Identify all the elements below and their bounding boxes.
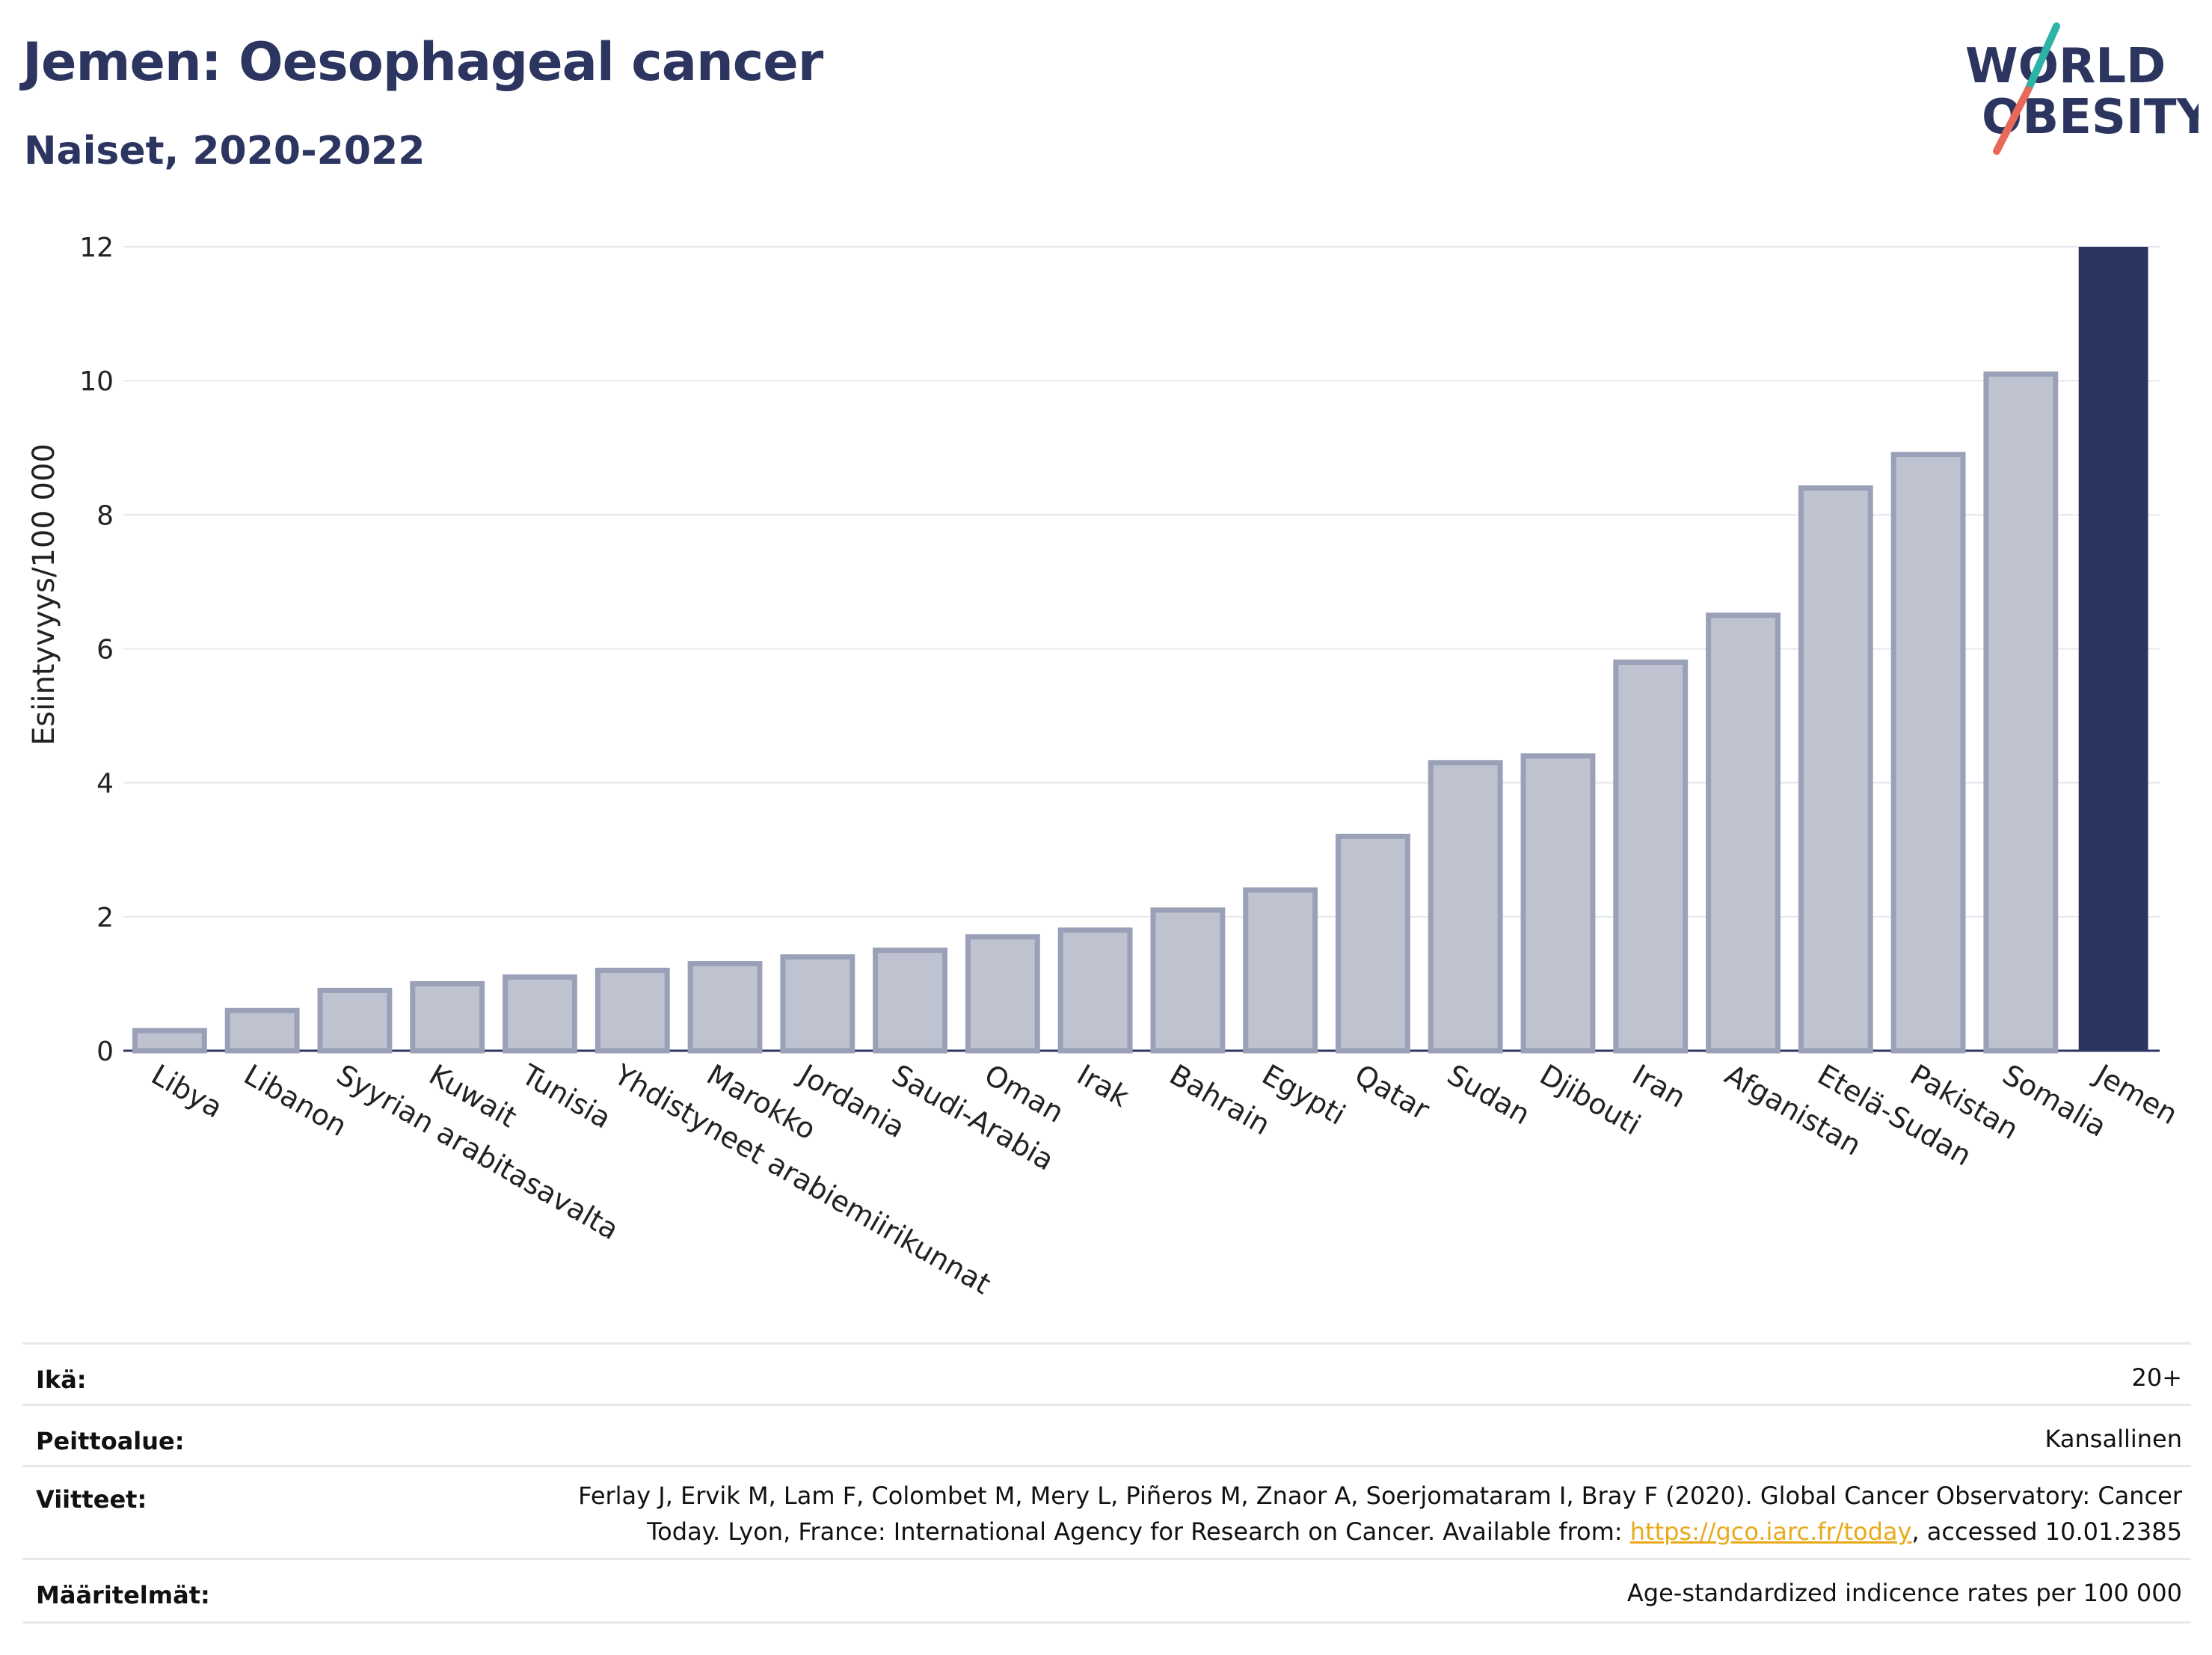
y-tick-label: 6	[96, 635, 114, 666]
bar-tunisia	[503, 974, 577, 1054]
x-tick-label: Tunisia	[515, 1057, 616, 1135]
info-label-coverage: Peittoalue:	[36, 1427, 185, 1455]
reference-line-2-pre: Today. Lyon, France: International Agenc…	[647, 1517, 1630, 1546]
bar-jordania	[780, 954, 855, 1054]
bar-iran	[1613, 659, 1689, 1054]
reference-line-1: Ferlay J, Ervik M, Lam F, Colombet M, Me…	[578, 1481, 2182, 1510]
bar-yhdistyneet-arabiemiirikunnat	[595, 968, 670, 1054]
y-tick-label: 10	[79, 366, 114, 397]
logo-slash-teal	[2024, 22, 2060, 93]
bar-bahrain	[1150, 907, 1226, 1054]
world-obesity-logo: WORLD OBESITY	[1965, 22, 2199, 155]
x-tick-label: Irak	[1072, 1058, 1134, 1114]
x-tick-label: Bahrain	[1164, 1058, 1276, 1142]
logo-line1: WORLD	[1965, 39, 2166, 94]
bar-saudi-arabia	[873, 948, 947, 1054]
bar-oman	[965, 934, 1040, 1054]
bar-syyrian-arabitasavalta	[317, 987, 393, 1054]
x-tick-label: Iran	[1627, 1058, 1692, 1114]
y-tick-label: 2	[96, 903, 114, 933]
x-tick-label: Libya	[146, 1058, 228, 1125]
info-value-coverage: Kansallinen	[2044, 1425, 2182, 1453]
y-tick-label: 12	[79, 233, 114, 263]
reference-line-2-post: , accessed 10.01.2385	[1911, 1517, 2182, 1546]
bar-irak	[1057, 927, 1133, 1054]
x-tick-label: Sudan	[1442, 1058, 1536, 1132]
bar-egypti	[1243, 887, 1318, 1054]
page-title: Jemen: Oesophageal cancer	[22, 31, 823, 93]
info-row-age: Ikä: 20+	[22, 1342, 2191, 1406]
bar-kuwait	[410, 980, 485, 1054]
reference-link[interactable]: https://gco.iarc.fr/today	[1629, 1517, 1912, 1546]
info-label-definitions: Määritelmät:	[36, 1581, 210, 1609]
x-tick-label: Etelä-Sudan	[1812, 1058, 1977, 1173]
y-tick-label: 0	[96, 1037, 114, 1067]
bar-libanon	[224, 1007, 300, 1054]
info-value-definitions: Age-standardized indicence rates per 100…	[1626, 1579, 2182, 1607]
info-label-references: Viitteet:	[36, 1485, 147, 1514]
x-tick-label: Djibouti	[1534, 1058, 1647, 1142]
bar-afganistan	[1706, 612, 1781, 1054]
bar-sudan	[1428, 760, 1503, 1054]
y-tick-label: 8	[96, 500, 114, 531]
x-tick-label: Qatar	[1349, 1058, 1435, 1127]
y-tick-labels: 0 2 4 6 8 10 12	[79, 233, 114, 1067]
bars	[132, 247, 2148, 1054]
bar-djibouti	[1520, 753, 1596, 1054]
y-axis-label: Esiintyvyys/100 000	[27, 443, 61, 746]
y-tick-label: 4	[96, 769, 114, 799]
bar-pakistan	[1890, 452, 1966, 1054]
info-value-age: 20+	[2131, 1363, 2182, 1392]
bar-qatar	[1336, 833, 1410, 1054]
info-row-definitions: Määritelmät: Age-standardized indicence …	[22, 1558, 2191, 1624]
bar-somalia	[1983, 371, 2059, 1054]
logo-slash-coral	[1993, 86, 2032, 155]
info-row-references: Viitteet: Ferlay J, Ervik M, Lam F, Colo…	[22, 1465, 2191, 1560]
bar-jemen	[2078, 247, 2148, 1051]
x-tick-label: Libanon	[239, 1058, 352, 1143]
info-label-age: Ikä:	[36, 1366, 87, 1394]
reference-line-2: Today. Lyon, France: International Agenc…	[578, 1514, 2182, 1550]
bar-libya	[132, 1028, 207, 1054]
info-row-coverage: Peittoalue: Kansallinen	[22, 1404, 2191, 1467]
bar-etelä-sudan	[1798, 485, 1873, 1054]
info-value-references: Ferlay J, Ervik M, Lam F, Colombet M, Me…	[578, 1478, 2182, 1550]
bar-marokko	[687, 961, 763, 1054]
page-subtitle: Naiset, 2020-2022	[24, 129, 425, 174]
